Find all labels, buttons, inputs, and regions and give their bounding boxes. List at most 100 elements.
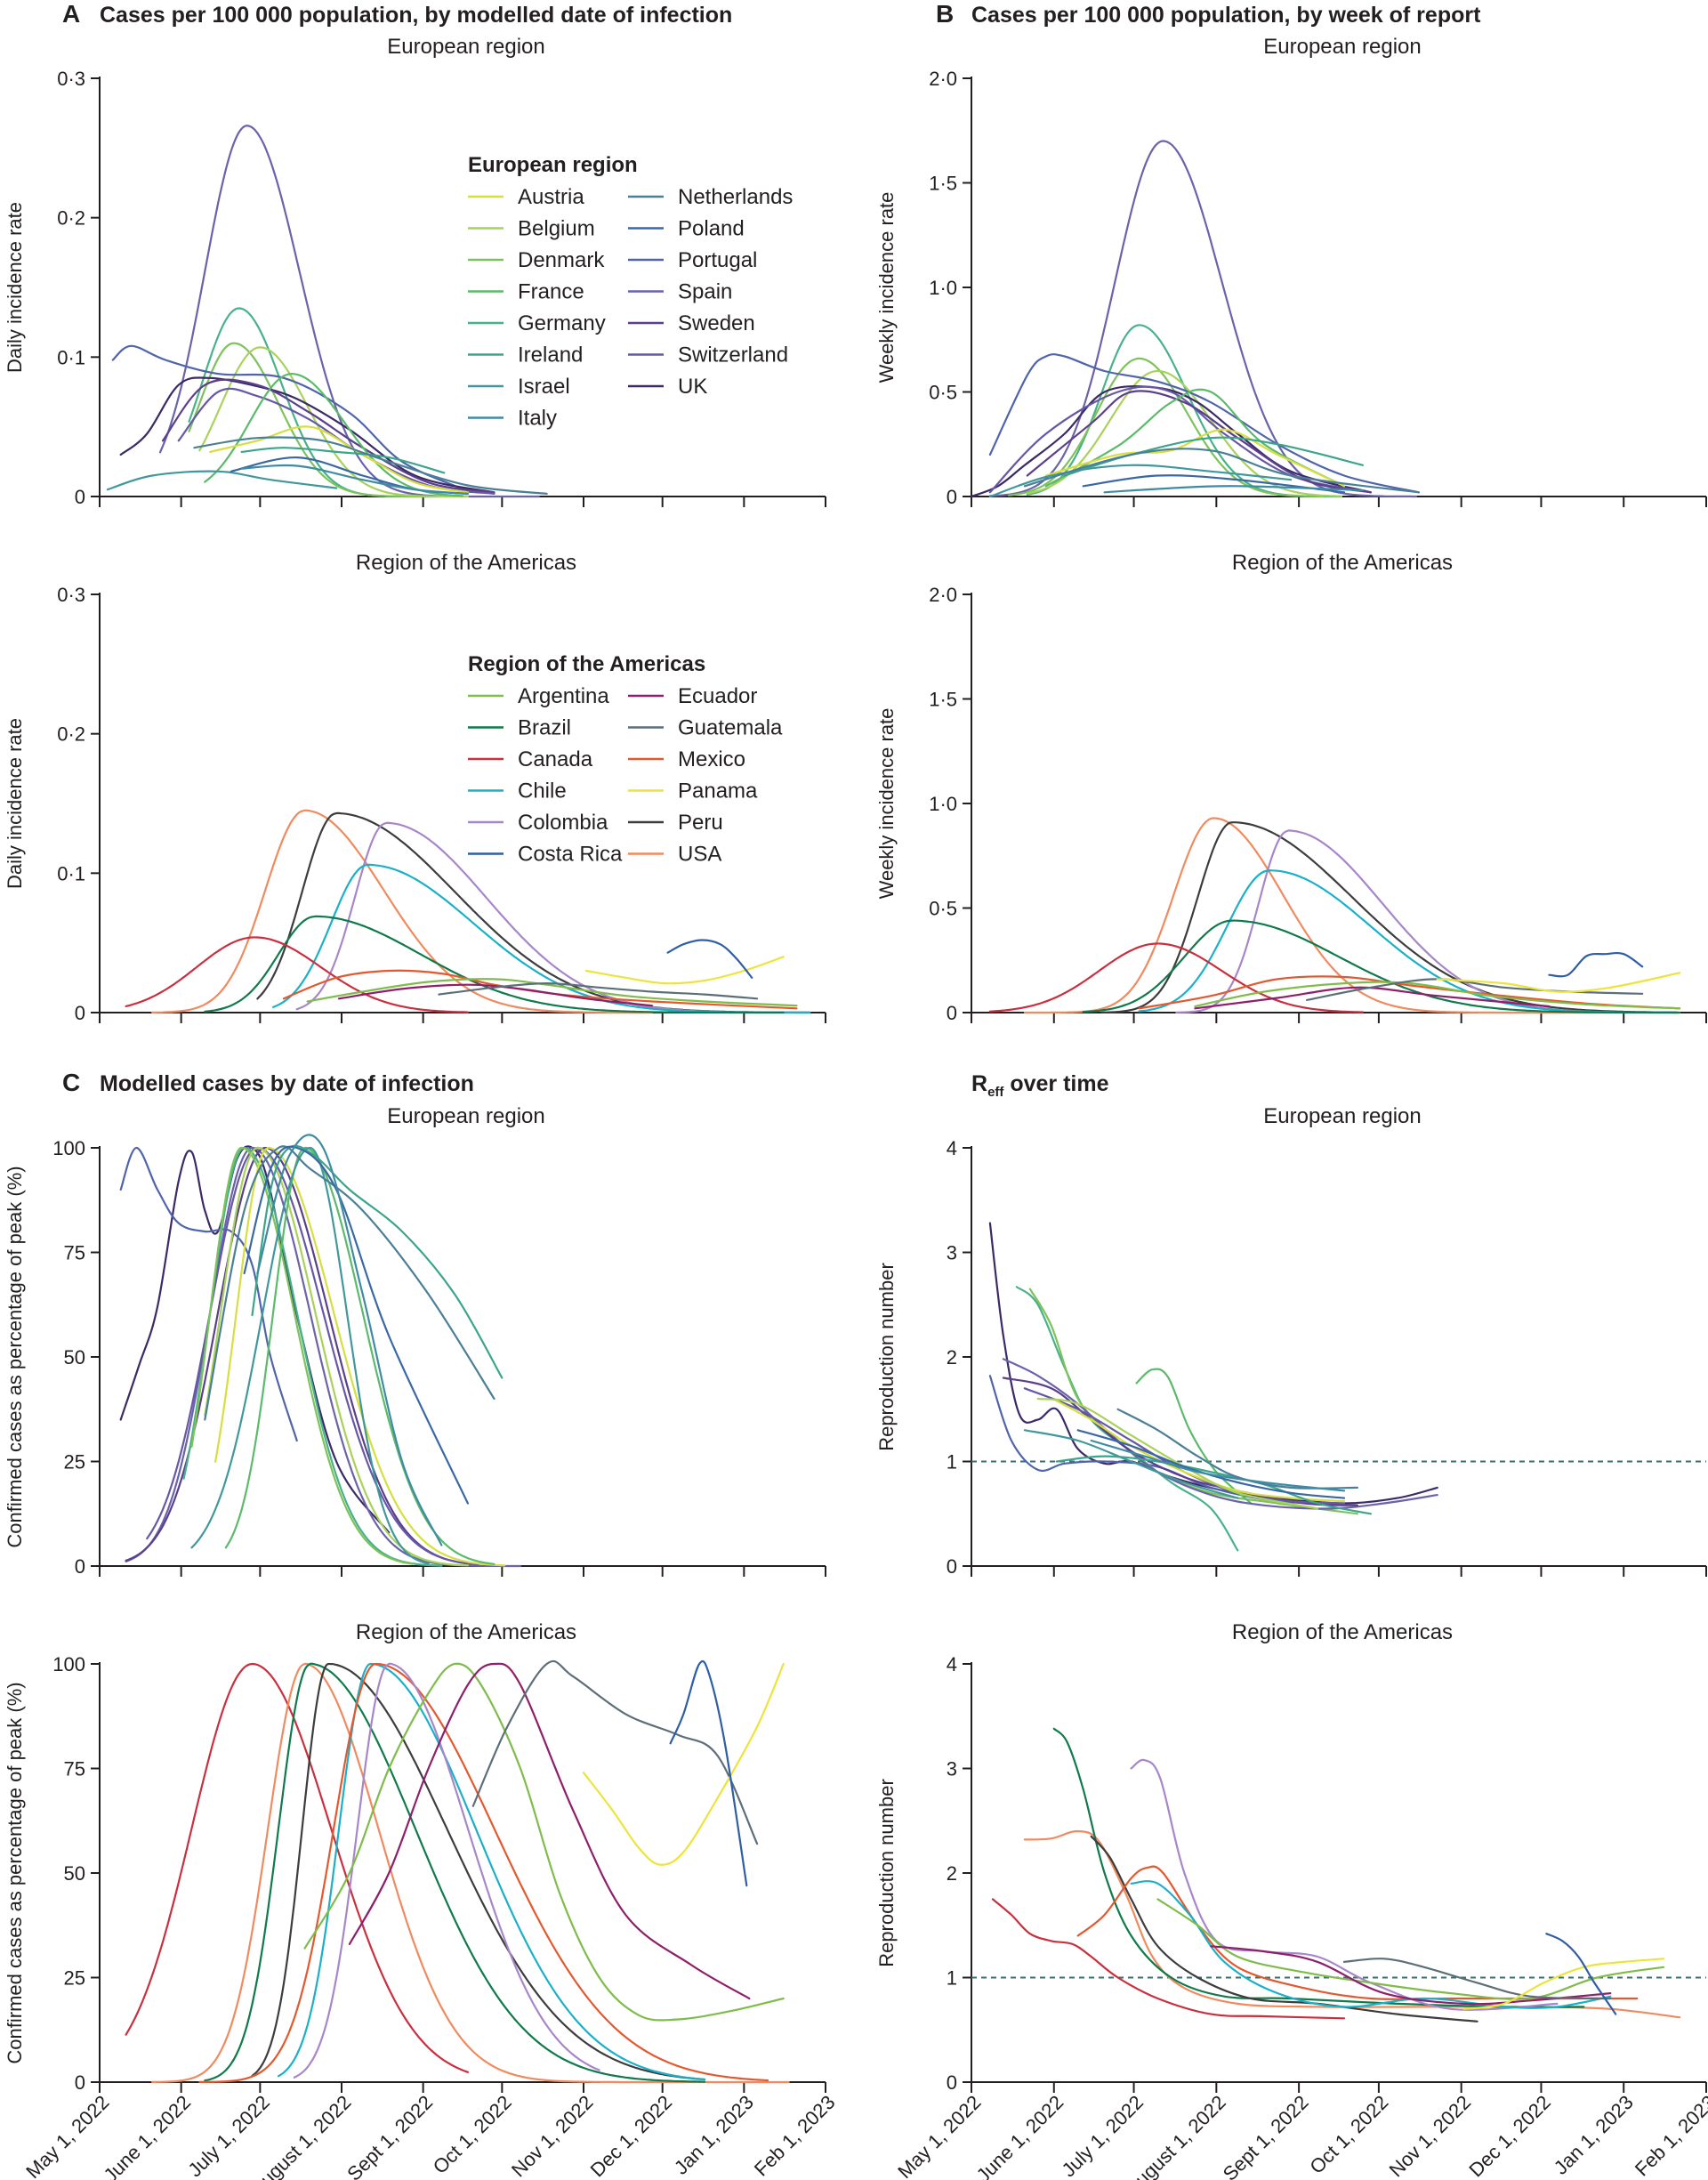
series-line-usa [151,809,653,1014]
legend-label-uk: UK [678,375,707,399]
series-line-ecuador [1210,1945,1612,2006]
y-tick-label: 0 [947,1555,957,1578]
y-tick-label: 100 [52,1137,85,1159]
legend-label-portugal: Portugal [678,248,757,272]
series-line-peru [1090,1835,1478,2023]
panel-b-letter: B [936,0,954,28]
series-line-israel [106,470,338,491]
x-tick-label: Jan 1, 2023 [1550,2091,1638,2179]
y-tick-label: 0·2 [57,207,85,230]
legend-label-chile: Chile [518,779,567,803]
legend-label-netherlands: Netherlands [678,185,793,209]
chart-subtitle: Region of the Americas [1232,551,1453,575]
series-line-brazil [1052,1727,1585,2008]
y-tick-label: 2 [947,1346,957,1369]
series-line-mexico [282,969,798,1010]
x-tick-label: Oct 1, 2022 [429,2091,516,2178]
series-line-argentina [1194,981,1681,1010]
series-line-italy [1103,485,1364,494]
y-tick-label: 4 [947,1137,957,1159]
series-line-chile [277,1662,706,2081]
series-line-ireland [1055,1455,1372,1515]
legend-label-israel: Israel [518,375,570,399]
y-tick-label: 0·2 [57,723,85,746]
y-tick-label: 75 [64,1758,85,1780]
series-line-israel [190,1146,430,1565]
chart-subtitle: Region of the Americas [356,1620,576,1644]
series-line-netherlands [1116,1408,1358,1490]
series-line-panama [584,956,785,985]
series-line-peru [251,1662,706,2081]
legend-label-austria: Austria [518,185,584,209]
chart-d-am: Region of the Americas Reproduction numbe… [875,1620,1708,2180]
series-line-guatemala [471,1659,759,1845]
series-line-austria [209,425,469,494]
y-tick-label: 1 [947,1451,957,1474]
series-line-portugal [111,344,469,492]
series-line-austria [1055,1400,1346,1503]
panel-c-title: Modelled cases by date of infection [100,1071,474,1096]
x-tick-label: Nov 1, 2022 [1385,2091,1476,2180]
y-tick-label: 0 [947,486,957,508]
legend-label-ireland: Ireland [518,343,583,367]
chart-d-eu: European region Reproduction number 0 1 2 3 4 [875,1104,1707,1578]
x-tick-label: Feb 1, 2023 [750,2091,840,2180]
legend-title: Region of the Americas [468,652,705,676]
x-tick-label: Nov 1, 2022 [507,2091,598,2180]
series-line-austria [214,1146,506,1567]
series-line-austria [1044,428,1346,488]
y-tick-label: 0 [75,1002,85,1024]
series-line-sweden [125,1146,469,1565]
series-line-brazil [204,915,785,1014]
legend-label-ecuador: Ecuador [678,684,757,708]
series-line-mexico [198,1662,769,2083]
series-line-chile [272,863,811,1014]
x-tick-label: Feb 1, 2023 [1631,2091,1708,2180]
legend: European region Austria Belgium Denmark Fran… [468,153,793,431]
series-line-spain [158,125,540,498]
chart-b-eu: European region Weekly incidence rate 0 0·5… [875,35,1707,508]
series-line-argentina [303,1662,785,2022]
y-axis-label: Weekly incidence rate [875,708,898,900]
chart-subtitle: European region [387,35,544,59]
x-tick-label: May 1, 2022 [893,2091,985,2180]
y-tick-label: 0·5 [929,382,957,404]
series-line-israel [988,464,1293,498]
chart-a-am: Region of the Americas Daily incidence ra… [4,551,826,1024]
series-line-canada [125,1662,469,2073]
series-line-panama [1462,1958,1665,2010]
series-line-netherlands [1023,448,1420,494]
legend-label-peru: Peru [678,811,723,835]
series-line-belgium [1036,1397,1319,1510]
x-tick-label: Dec 1, 2022 [1464,2091,1555,2180]
legend: Region of the Americas Argentina Brazil Can… [468,652,783,867]
y-tick-label: 0·1 [57,862,85,884]
y-tick-label: 0 [75,486,85,508]
series-line-germany [182,1146,443,1567]
series-line-uk [119,1145,391,1534]
y-tick-label: 0 [75,2071,85,2094]
series-line-canada [988,942,1364,1013]
legend-label-germany: Germany [518,311,606,335]
series-line-panama [1436,972,1681,993]
series-line-uk [119,376,495,494]
x-tick-label: Sept 1, 2022 [1219,2091,1313,2180]
y-tick-label: 0·1 [57,346,85,368]
series-line-denmark [190,1146,414,1565]
series-line-netherlands [193,436,548,495]
y-tick-label: 1·5 [929,173,957,195]
y-tick-label: 0 [947,1002,957,1024]
series-line-colombia [293,1662,600,2079]
series-line-costa-rica [1545,1933,1617,2015]
y-axis-label: Confirmed cases as percentage of peak (%… [4,1682,26,2063]
legend-label-usa: USA [678,843,721,867]
y-tick-label: 3 [947,1758,957,1780]
legend-label-costa-rica: Costa Rica [518,843,623,867]
series-line-germany [1015,1286,1239,1552]
y-axis-label: Daily incidence rate [4,202,26,373]
y-tick-label: 2 [947,1862,957,1885]
series-line-italy [1090,1439,1346,1492]
y-axis-label: Daily incidence rate [4,718,26,889]
y-tick-label: 2·0 [929,68,957,90]
